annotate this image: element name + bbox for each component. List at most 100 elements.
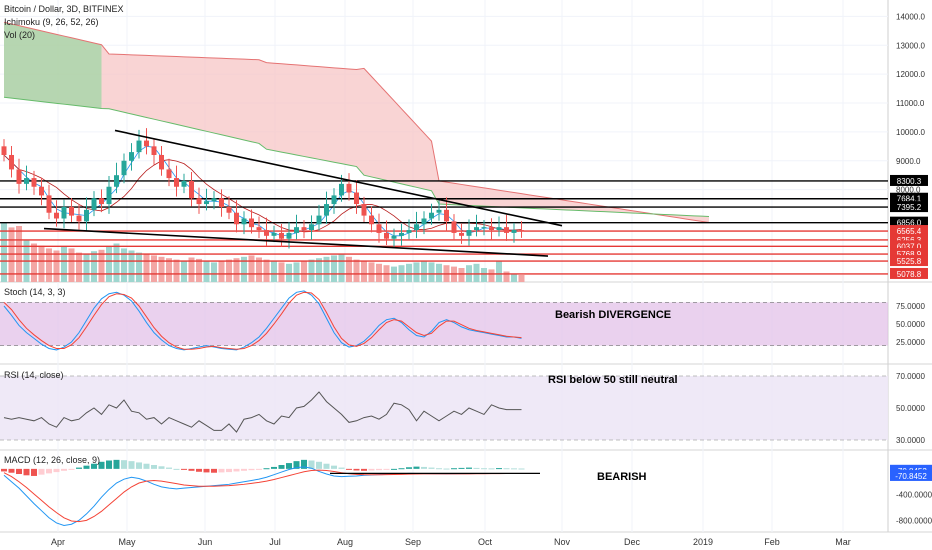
macd-line xyxy=(3,466,522,527)
macd-histogram-bar xyxy=(361,468,367,471)
macd-histogram-bar xyxy=(406,467,412,469)
volume-bar xyxy=(98,249,105,282)
macd-histogram-bar xyxy=(481,468,487,470)
candle-body xyxy=(414,224,419,231)
macd-histogram-bar xyxy=(368,468,375,471)
candle-body xyxy=(286,232,292,239)
candle-body xyxy=(121,160,127,176)
volume-bar xyxy=(353,259,360,282)
volume-bar xyxy=(106,247,112,282)
candle-body xyxy=(301,227,307,231)
level-label: 5078.8 xyxy=(897,270,922,279)
price-tick-label: 13000.0 xyxy=(896,41,925,50)
macd-histogram-bar xyxy=(353,468,360,471)
price-tick-label: 8000.0 xyxy=(896,186,921,195)
volume-bar xyxy=(293,262,300,282)
macd-histogram-bar xyxy=(8,468,15,473)
macd-histogram-bar xyxy=(263,468,270,470)
volume-bar xyxy=(181,261,187,282)
volume-bar xyxy=(473,263,480,282)
volume-bar xyxy=(53,250,60,282)
candle-body xyxy=(219,198,224,207)
macd-histogram-bar xyxy=(53,468,60,473)
candle-body xyxy=(241,218,247,225)
macd-histogram-bar xyxy=(91,463,97,469)
macd-histogram-bar xyxy=(391,468,397,470)
candle-body xyxy=(436,209,442,213)
candle-body xyxy=(421,218,427,225)
macd-histogram-bar xyxy=(451,468,457,470)
candle-body xyxy=(369,215,374,225)
rsi-band xyxy=(0,376,888,440)
volume-bar xyxy=(346,256,352,282)
level-label-bg xyxy=(890,233,928,245)
time-axis-label: Apr xyxy=(51,537,65,547)
macd-histogram-bar xyxy=(113,459,120,469)
candle-body xyxy=(496,227,502,231)
volume-bar xyxy=(278,262,285,282)
volume-bar xyxy=(248,255,255,282)
macd-histogram-bar xyxy=(136,462,142,469)
macd-histogram-bar xyxy=(286,463,292,469)
macd-legend: MACD (12, 26, close, 9) xyxy=(4,455,101,465)
candle-body xyxy=(39,186,44,196)
candle-body xyxy=(249,218,254,228)
candle-body xyxy=(166,169,172,179)
candle-body xyxy=(346,183,352,193)
macd-histogram-bar xyxy=(338,467,345,469)
macd-histogram-bar xyxy=(83,465,90,469)
volume-bar xyxy=(308,259,315,282)
level-label-bg xyxy=(890,192,928,204)
candle-body xyxy=(189,180,194,199)
volume-bar xyxy=(128,250,135,282)
macd-histogram-bar xyxy=(458,467,465,469)
volume-bar xyxy=(188,257,195,282)
volume-bar xyxy=(286,263,292,282)
volume-bar xyxy=(511,273,517,282)
time-axis-label: Jun xyxy=(198,537,213,547)
candle-body xyxy=(99,198,104,205)
ichimoku-span-b xyxy=(3,96,710,218)
volume-bar xyxy=(428,262,435,282)
price-tick-label: 12000.0 xyxy=(896,70,925,79)
macd-marker-bg xyxy=(890,469,932,481)
candle-body xyxy=(474,227,479,231)
macd-annotation: BEARISH xyxy=(597,471,647,483)
candle-body xyxy=(84,209,89,222)
macd-histogram-bar xyxy=(218,468,225,473)
candle-body xyxy=(451,221,457,233)
ichimoku-legend: Ichimoku (9, 26, 52, 26) xyxy=(4,17,99,27)
ichimoku-tenkan xyxy=(3,145,522,237)
candle-body xyxy=(504,227,509,233)
rsi-tick-label: 70.0000 xyxy=(896,372,925,381)
candle-body xyxy=(106,186,112,205)
volume-bar xyxy=(316,258,322,282)
candle-body xyxy=(511,230,517,233)
time-axis-label: Dec xyxy=(624,537,641,547)
candle-body xyxy=(279,232,284,239)
candle-body xyxy=(406,230,412,233)
volume-bar xyxy=(218,261,225,282)
candle-body xyxy=(69,206,74,216)
volume-bar xyxy=(338,254,345,282)
level-label-bg xyxy=(890,216,928,228)
macd-histogram-bar xyxy=(316,461,322,469)
level-label: 7684.1 xyxy=(897,195,922,204)
macd-histogram-bar xyxy=(16,468,22,475)
level-label: 5768.9 xyxy=(897,250,922,259)
macd-histogram-bar xyxy=(496,468,502,470)
macd-histogram-bar xyxy=(46,468,52,474)
volume-bar xyxy=(203,261,210,282)
volume-bar xyxy=(173,259,180,282)
candle-body xyxy=(376,224,382,233)
candle-body xyxy=(519,230,524,232)
stoch-tick-label: 50.0000 xyxy=(896,320,925,329)
macd-histogram-bar xyxy=(196,468,202,472)
macd-histogram-bar xyxy=(203,468,210,473)
ichimoku-cloud xyxy=(4,22,709,223)
rsi-annotation: RSI below 50 still neutral xyxy=(548,374,678,386)
candle-body xyxy=(61,206,67,219)
candle-body xyxy=(136,140,142,153)
volume-bar xyxy=(518,275,525,282)
